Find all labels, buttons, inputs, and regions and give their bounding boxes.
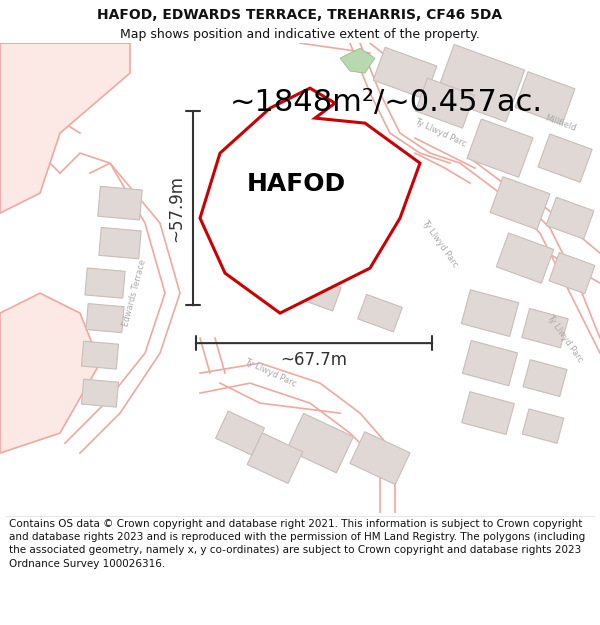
Polygon shape xyxy=(522,309,568,348)
Polygon shape xyxy=(287,413,353,473)
Polygon shape xyxy=(82,341,119,369)
Text: Millfield: Millfield xyxy=(543,113,577,133)
Polygon shape xyxy=(86,304,124,332)
Text: Ty Llwyd Parc: Ty Llwyd Parc xyxy=(242,357,298,389)
Polygon shape xyxy=(308,184,352,222)
Polygon shape xyxy=(0,43,130,213)
Text: Contains OS data © Crown copyright and database right 2021. This information is : Contains OS data © Crown copyright and d… xyxy=(9,519,585,569)
Text: Map shows position and indicative extent of the property.: Map shows position and indicative extent… xyxy=(120,28,480,41)
Polygon shape xyxy=(247,432,303,484)
Polygon shape xyxy=(266,163,314,203)
Polygon shape xyxy=(538,134,592,182)
Polygon shape xyxy=(416,78,475,128)
Polygon shape xyxy=(358,294,403,332)
Text: HAFOD: HAFOD xyxy=(247,171,346,196)
Polygon shape xyxy=(0,293,100,453)
Polygon shape xyxy=(436,44,524,122)
Polygon shape xyxy=(299,275,341,311)
Text: ~57.9m: ~57.9m xyxy=(167,174,185,242)
Polygon shape xyxy=(467,119,533,178)
Text: HAFOD, EDWARDS TERRACE, TREHARRIS, CF46 5DA: HAFOD, EDWARDS TERRACE, TREHARRIS, CF46 … xyxy=(97,8,503,22)
Polygon shape xyxy=(200,88,420,313)
Polygon shape xyxy=(463,341,518,386)
Polygon shape xyxy=(490,177,550,229)
Text: Ty Llwyd Parc: Ty Llwyd Parc xyxy=(413,117,467,149)
Polygon shape xyxy=(373,48,437,99)
Polygon shape xyxy=(461,290,518,336)
Polygon shape xyxy=(515,72,575,124)
Text: Ty Llwyd Parc: Ty Llwyd Parc xyxy=(545,312,585,364)
Text: ~1848m²/~0.457ac.: ~1848m²/~0.457ac. xyxy=(230,88,543,117)
Polygon shape xyxy=(340,48,375,73)
Polygon shape xyxy=(337,213,383,253)
Polygon shape xyxy=(461,392,514,434)
Text: ~67.7m: ~67.7m xyxy=(281,351,347,369)
Polygon shape xyxy=(496,233,554,283)
Polygon shape xyxy=(546,198,594,239)
Polygon shape xyxy=(522,409,564,443)
Polygon shape xyxy=(549,253,595,294)
Polygon shape xyxy=(82,379,119,407)
Text: Ty Llwyd Parc: Ty Llwyd Parc xyxy=(420,217,460,269)
Polygon shape xyxy=(99,228,141,259)
Text: Edwards Terrace: Edwards Terrace xyxy=(122,259,148,328)
Polygon shape xyxy=(523,359,567,397)
Polygon shape xyxy=(215,411,265,455)
Polygon shape xyxy=(350,432,410,484)
Polygon shape xyxy=(98,186,142,220)
Polygon shape xyxy=(268,244,313,282)
Polygon shape xyxy=(85,268,125,298)
